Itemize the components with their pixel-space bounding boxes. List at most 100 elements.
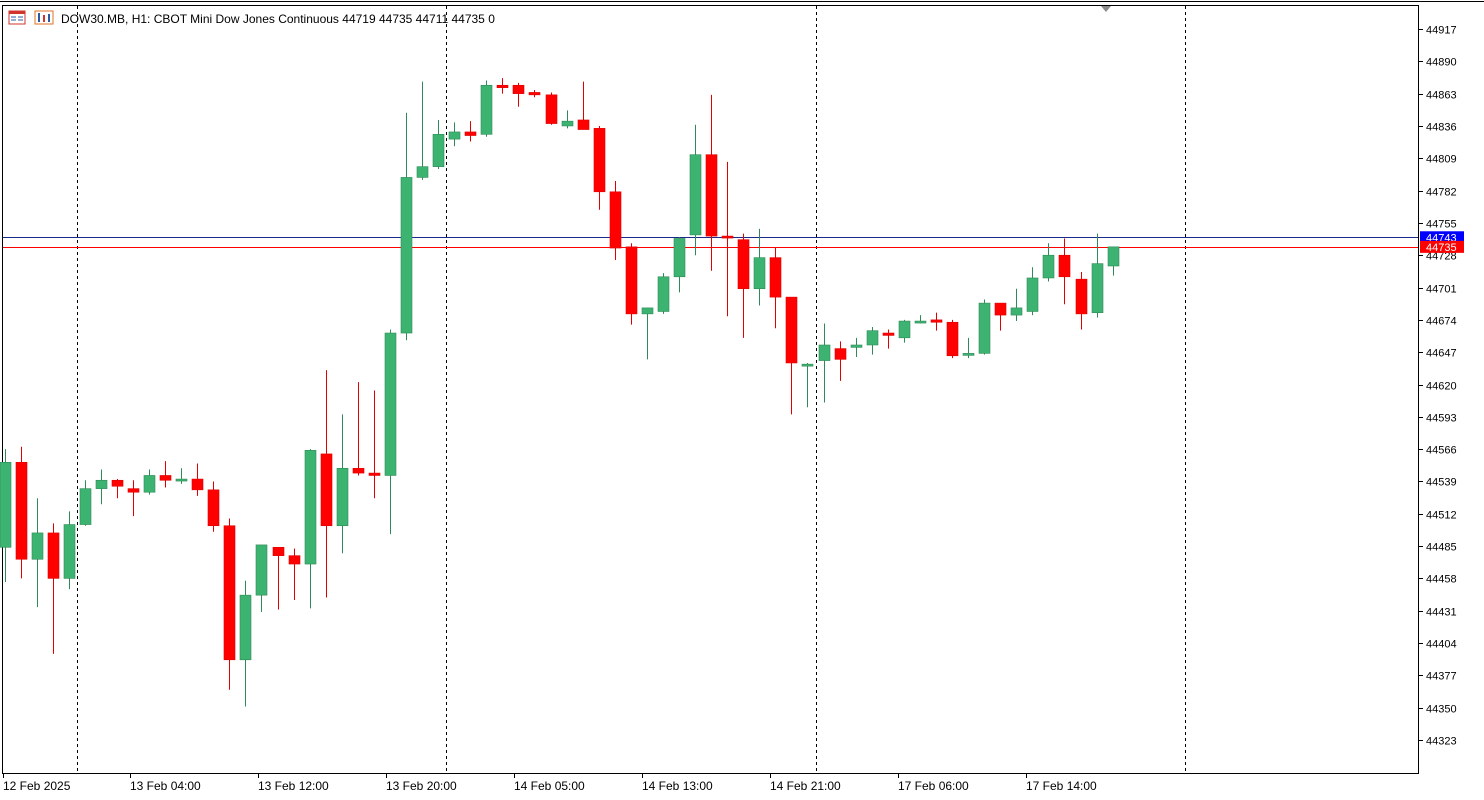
price-tick-label: 44728 (1426, 251, 1457, 263)
price-tick-label: 44836 (1426, 122, 1457, 134)
candle-body (1107, 246, 1120, 267)
candle-47 (737, 233, 750, 338)
candle-body (127, 488, 140, 493)
time-tick-label: 17 Feb 06:00 (898, 779, 969, 793)
svg-text:DOW30.MB, H1: CBOT Mini Dow J: DOW30.MB, H1: CBOT Mini Dow Jones Contin… (61, 12, 495, 26)
price-tick-label: 44647 (1426, 348, 1457, 360)
candle-48 (753, 228, 766, 306)
candle-27 (416, 81, 429, 180)
candle-37 (577, 81, 590, 130)
candle-body (673, 238, 686, 278)
candle-body (143, 475, 156, 493)
candle-body (818, 344, 831, 361)
candle-57 (898, 319, 911, 343)
candle-20 (304, 449, 317, 609)
candle-body (255, 544, 268, 596)
candle-62 (978, 299, 991, 355)
price-axis[interactable]: 44917 44890 44863 44836 44809 44782 44755 44728… (1418, 25, 1464, 748)
chart-header: DOW30.MB, H1: CBOT Mini Dow Jones Contin… (8, 10, 495, 26)
candle-38 (593, 125, 606, 210)
candle-16 (239, 580, 252, 707)
candle-body (528, 92, 541, 96)
candle-32 (496, 78, 509, 94)
bid-price-label: 44735 (1426, 242, 1457, 254)
candle-52 (818, 323, 831, 403)
candle-66 (1042, 243, 1055, 282)
candle-4 (47, 523, 60, 654)
candle-body (914, 320, 927, 324)
candle-41 (641, 307, 654, 360)
candle-body (47, 532, 60, 579)
candle-body (95, 479, 108, 489)
candle-body (159, 475, 172, 481)
candle-body (593, 128, 606, 193)
candle-46 (721, 161, 734, 317)
candle-64 (1010, 288, 1023, 322)
candle-13 (191, 463, 204, 496)
candle-29 (448, 122, 461, 147)
time-tick-label: 12 Feb 2025 (3, 779, 71, 793)
candle-body (79, 488, 92, 525)
candle-1 (0, 449, 12, 582)
price-tick-label: 44512 (1426, 510, 1457, 522)
candle-body (657, 276, 670, 312)
candle-68 (1075, 271, 1088, 330)
candle-50 (785, 296, 798, 415)
candle-11 (159, 461, 172, 488)
candle-34 (528, 90, 541, 98)
candle-60 (946, 319, 959, 359)
candle-36 (561, 110, 574, 129)
candle-35 (545, 92, 558, 125)
price-tick-label: 44863 (1426, 90, 1457, 102)
day-separators (77, 6, 1186, 773)
candle-body (432, 134, 445, 167)
candle-9 (127, 480, 140, 517)
candle-body (834, 348, 847, 360)
chart-window-icon[interactable] (8, 10, 26, 25)
candle-6 (79, 480, 92, 526)
time-tick-label: 14 Feb 05:00 (514, 779, 585, 793)
candle-69 (1091, 233, 1104, 318)
candle-7 (95, 469, 108, 505)
candle-body (1091, 263, 1104, 313)
price-tick-label: 44377 (1426, 671, 1457, 683)
time-axis[interactable]: 12 Feb 2025 13 Feb 04:00 13 Feb 12:00 13 Fe… (3, 773, 1097, 793)
price-tick-label: 44701 (1426, 284, 1457, 296)
candle-body (480, 84, 493, 135)
candle-49 (769, 248, 782, 329)
candle-body (641, 307, 654, 315)
price-tick-label: 44404 (1426, 639, 1457, 651)
candle-body (400, 177, 413, 334)
candle-30 (464, 121, 477, 142)
candle-51 (801, 362, 814, 408)
time-tick-label: 13 Feb 04:00 (130, 779, 201, 793)
time-tick-label: 17 Feb 14:00 (1026, 779, 1097, 793)
chart-bars-icon[interactable] (34, 10, 54, 25)
candle-body (1058, 254, 1071, 278)
candle-body (288, 555, 301, 565)
chart-shift-marker[interactable] (1101, 6, 1111, 12)
candle-53 (834, 341, 847, 381)
candle-8 (111, 479, 124, 499)
candle-body (689, 154, 702, 236)
candle-40 (625, 243, 638, 325)
price-tick-label: 44485 (1426, 542, 1457, 554)
candle-3 (31, 498, 44, 608)
price-tick-label: 44323 (1426, 736, 1457, 748)
candle-body (191, 478, 204, 491)
ohlc-values: 44719 44735 44711 44735 (342, 12, 485, 26)
candle-body (737, 239, 750, 290)
candle-58 (914, 315, 927, 324)
candle-2 (15, 446, 28, 579)
volume-value: 0 (488, 12, 495, 26)
candle-63 (994, 302, 1007, 331)
price-tick-label: 44782 (1426, 187, 1457, 199)
candle-body (63, 524, 76, 579)
candle-body (930, 319, 943, 323)
bid-price-badge (1420, 240, 1464, 253)
candle-body (1075, 278, 1088, 315)
candle-body (625, 246, 638, 315)
candle-body (336, 467, 349, 527)
